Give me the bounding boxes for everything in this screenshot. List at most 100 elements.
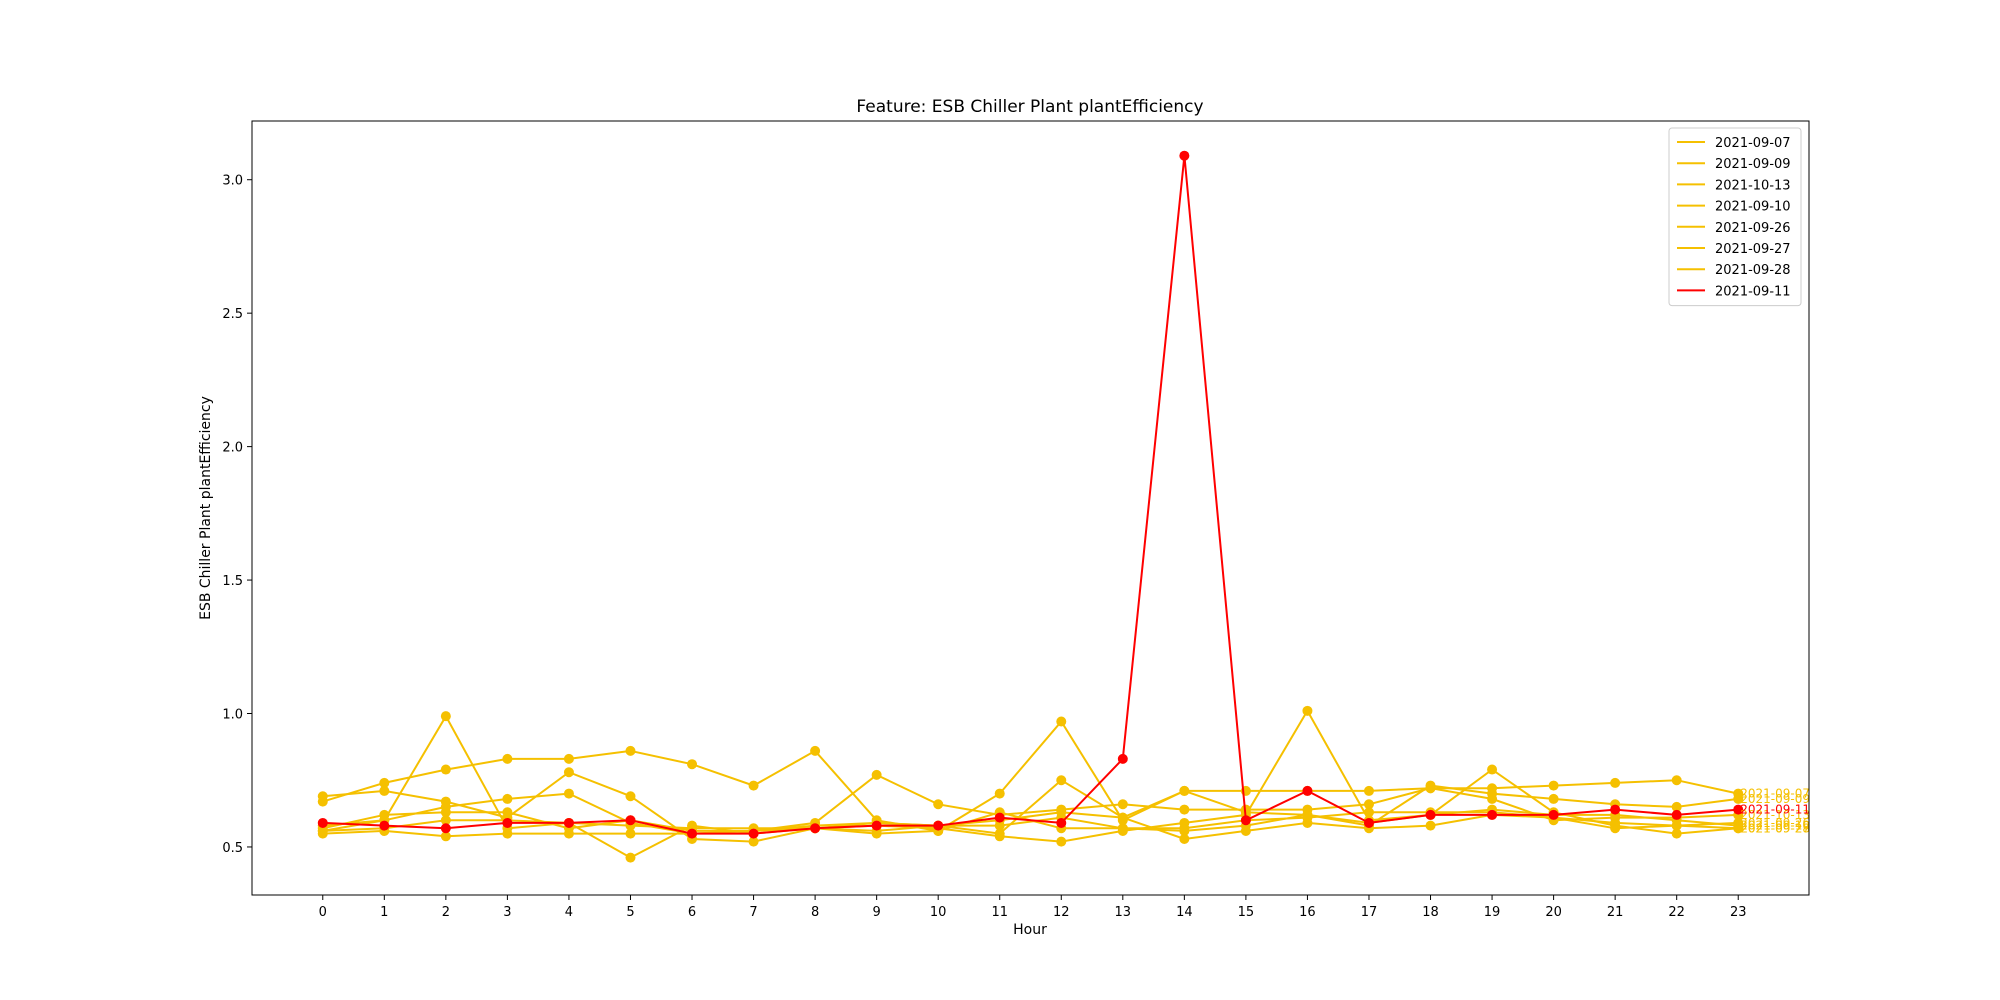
data-point	[1671, 820, 1682, 831]
data-point	[1671, 809, 1682, 820]
data-point	[1240, 815, 1251, 826]
data-point	[994, 831, 1005, 842]
data-point	[1117, 799, 1128, 810]
y-tick-label: 1.0	[222, 708, 243, 723]
data-point	[379, 777, 390, 788]
series-end-label: 2021-09-27	[1740, 821, 1810, 835]
series-line	[322, 708, 1739, 843]
data-point	[1733, 823, 1744, 834]
data-point	[1117, 753, 1128, 764]
data-point	[1117, 812, 1128, 823]
x-tick-label: 13	[1115, 905, 1132, 920]
data-point	[502, 793, 513, 804]
data-point	[440, 711, 451, 722]
data-point	[502, 807, 513, 818]
series-line	[322, 808, 1739, 838]
legend: 2021-09-07 2021-09-09 2021-10-13 2021-09-10…	[1668, 127, 1802, 307]
data-point	[440, 815, 451, 826]
series-end-label: 2021-09-28	[1740, 821, 1810, 835]
x-axis-label: Hour	[1013, 922, 1047, 938]
data-point	[748, 836, 759, 847]
data-point	[1179, 785, 1190, 796]
data-point	[502, 817, 513, 828]
data-point	[1240, 825, 1251, 836]
data-point	[563, 767, 574, 778]
data-point	[1487, 764, 1498, 775]
legend-label: 2021-09-09	[1715, 157, 1791, 172]
series-end-label: 2021-09-10	[1740, 819, 1810, 833]
y-tick-label: 1.5	[222, 574, 243, 589]
data-point	[625, 815, 636, 826]
data-point	[1671, 775, 1682, 786]
data-point	[994, 812, 1005, 823]
data-point	[502, 753, 513, 764]
data-point	[1733, 804, 1744, 815]
x-axis: 0 1 2 3 4 5 6 7 8 9 10 11 12 13 14 15 16 17 18 19 20 21 22 23	[319, 895, 1747, 920]
series-end-label: 2021-09-07	[1740, 787, 1810, 801]
series-line	[322, 155, 1739, 835]
legend-label: 2021-09-11	[1715, 284, 1791, 299]
data-point	[1363, 799, 1374, 810]
data-point	[379, 785, 390, 796]
data-point	[871, 828, 882, 839]
data-point	[1671, 828, 1682, 839]
x-tick-label: 3	[503, 905, 511, 920]
data-point	[933, 820, 944, 831]
data-point	[1363, 817, 1374, 828]
y-axis: 0.5 1.0 1.5 2.0 2.5 3.0	[222, 174, 252, 856]
y-tick-label: 2.0	[222, 441, 243, 456]
data-point	[317, 791, 328, 802]
data-point	[379, 820, 390, 831]
data-point	[1548, 780, 1559, 791]
data-point	[1610, 823, 1621, 834]
x-tick-label: 11	[991, 905, 1008, 920]
data-point	[625, 828, 636, 839]
series-end-label: 2021-09-09	[1740, 792, 1810, 806]
data-point	[810, 745, 821, 756]
x-tick-label: 2	[442, 905, 450, 920]
data-point	[1056, 775, 1067, 786]
data-point	[1302, 812, 1313, 823]
data-point	[1487, 809, 1498, 820]
data-point	[687, 759, 698, 770]
data-point	[563, 788, 574, 799]
data-point	[563, 753, 574, 764]
series-end-label: 2021-09-11	[1740, 803, 1810, 817]
legend-label: 2021-09-10	[1715, 200, 1791, 215]
x-tick-label: 10	[930, 905, 947, 920]
y-tick-label: 2.5	[222, 307, 243, 322]
x-tick-label: 18	[1422, 905, 1439, 920]
x-tick-label: 6	[688, 905, 696, 920]
data-point	[1056, 836, 1067, 847]
legend-label: 2021-09-26	[1715, 221, 1791, 236]
series-2021-10-13	[317, 769, 1744, 839]
data-point	[440, 764, 451, 775]
x-tick-label: 7	[749, 905, 757, 920]
series-2021-09-09	[317, 767, 1744, 847]
data-point	[625, 745, 636, 756]
data-point	[1610, 804, 1621, 815]
x-tick-label: 4	[565, 905, 573, 920]
x-tick-label: 12	[1053, 905, 1070, 920]
x-tick-label: 21	[1607, 905, 1624, 920]
x-tick-label: 20	[1545, 905, 1562, 920]
data-point	[625, 791, 636, 802]
x-tick-label: 23	[1730, 905, 1747, 920]
data-point	[1056, 716, 1067, 727]
data-point	[1056, 807, 1067, 818]
data-point	[871, 820, 882, 831]
legend-label: 2021-09-07	[1715, 136, 1791, 151]
data-point	[1425, 809, 1436, 820]
series-2021-09-11	[317, 150, 1744, 839]
legend-box	[1668, 127, 1802, 307]
data-point	[1610, 777, 1621, 788]
series-line	[322, 719, 1739, 832]
data-point	[994, 788, 1005, 799]
data-point	[317, 817, 328, 828]
legend-label: 2021-09-27	[1715, 242, 1791, 257]
data-point	[1548, 809, 1559, 820]
y-axis-label: ESB Chiller Plant plantEfficiency	[198, 396, 214, 620]
series-end-label: 2021-09-26	[1740, 816, 1810, 830]
data-point	[1179, 150, 1190, 161]
